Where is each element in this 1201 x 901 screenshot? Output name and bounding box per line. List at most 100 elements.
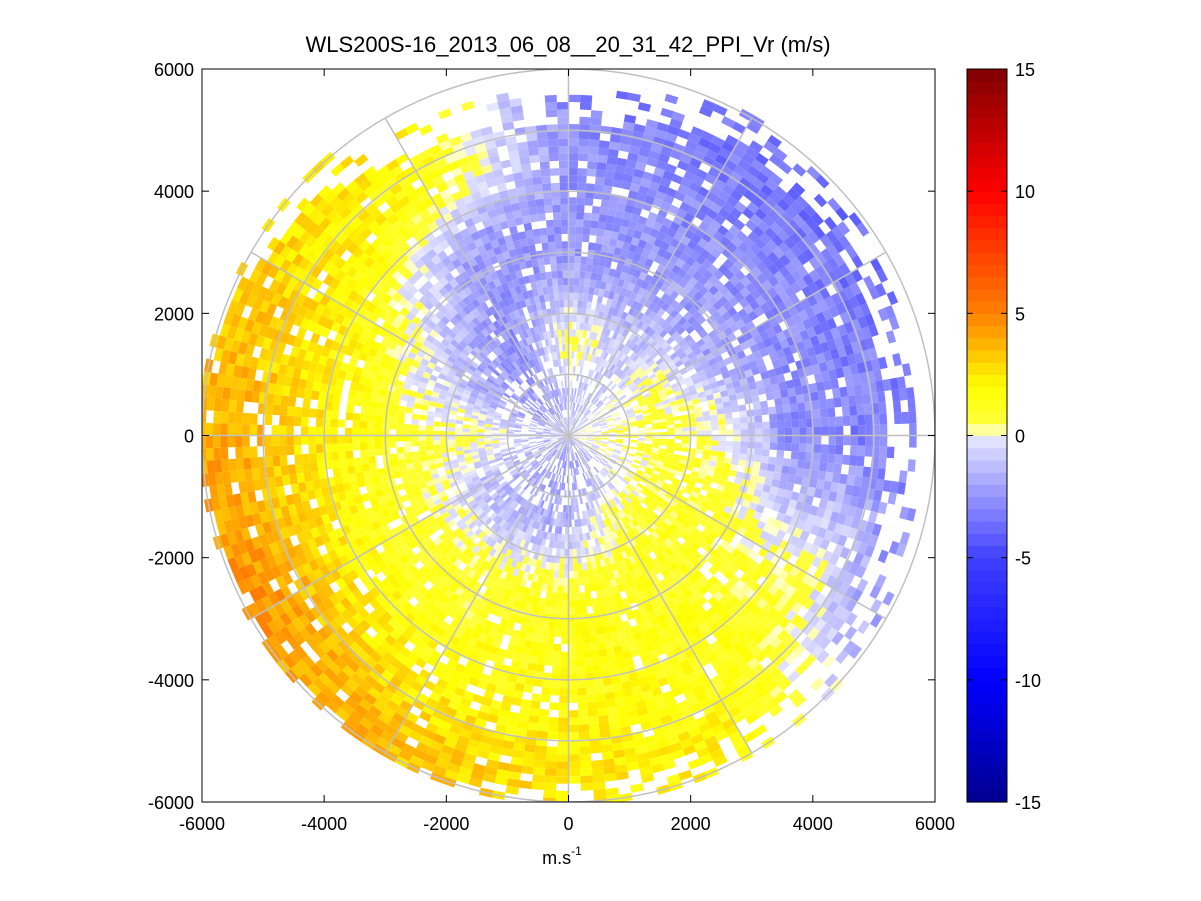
velocity-cell: [843, 343, 854, 356]
velocity-cell: [671, 662, 683, 674]
velocity-cell: [560, 658, 569, 667]
velocity-cell: [781, 193, 796, 207]
velocity-cell: [755, 171, 770, 185]
velocity-cell: [796, 340, 807, 352]
velocity-cell: [570, 410, 573, 418]
velocity-cell: [850, 318, 862, 332]
velocity-cell: [807, 230, 820, 244]
velocity-cell: [609, 134, 622, 144]
velocity-cell: [620, 643, 631, 653]
velocity-cell: [592, 605, 600, 614]
velocity-cell: [741, 152, 755, 166]
velocity-cell: [535, 560, 542, 569]
velocity-cell: [595, 333, 602, 342]
velocity-cell: [749, 517, 760, 528]
velocity-cell: [596, 567, 604, 576]
velocity-cell: [637, 239, 647, 249]
velocity-cell: [712, 629, 725, 641]
velocity-cell: [628, 529, 637, 539]
velocity-cell: [696, 315, 707, 325]
velocity-cell: [805, 640, 819, 654]
velocity-cell: [601, 431, 609, 434]
velocity-cell: [468, 777, 483, 788]
velocity-cell: [671, 111, 686, 123]
velocity-cell: [795, 618, 809, 631]
velocity-cell: [790, 200, 804, 214]
velocity-cell: [674, 191, 686, 202]
velocity-cell: [575, 482, 578, 490]
velocity-cell: [654, 368, 663, 377]
velocity-cell: [534, 619, 543, 628]
velocity-cell: [588, 286, 595, 295]
velocity-cell: [833, 463, 842, 474]
velocity-cell: [728, 393, 737, 402]
velocity-cell: [743, 556, 754, 567]
velocity-cell: [732, 247, 745, 259]
velocity-cell: [654, 129, 667, 140]
velocity-cell: [714, 705, 728, 717]
velocity-cell: [764, 661, 777, 675]
velocity-cell: [599, 342, 606, 351]
velocity-cell: [844, 484, 854, 496]
velocity-cell: [708, 285, 719, 296]
velocity-cell: [579, 760, 592, 769]
velocity-cell: [593, 475, 600, 483]
velocity-cell: [579, 437, 587, 439]
velocity-cell: [660, 752, 674, 764]
velocity-cell: [827, 197, 841, 212]
velocity-cell: [568, 680, 578, 689]
velocity-cell: [547, 547, 553, 556]
velocity-cell: [651, 174, 663, 185]
velocity-cell: [714, 730, 729, 742]
velocity-cell: [767, 493, 777, 503]
velocity-cell: [683, 311, 693, 321]
velocity-cell: [637, 759, 651, 769]
velocity-cell: [575, 452, 579, 460]
velocity-cell: [789, 626, 802, 639]
velocity-cell: [739, 606, 751, 618]
velocity-cell: [592, 397, 598, 404]
velocity-cell: [580, 94, 593, 103]
velocity-cell: [687, 479, 696, 487]
velocity-cell: [574, 519, 579, 527]
velocity-cell: [768, 153, 783, 167]
velocity-cell: [798, 309, 809, 322]
velocity-cell: [857, 435, 866, 446]
velocity-cell: [666, 417, 674, 422]
velocity-cell: [645, 283, 655, 293]
velocity-cell: [539, 635, 548, 644]
velocity-cell: [655, 214, 666, 225]
velocity-cell: [785, 543, 796, 555]
velocity-cell: [685, 325, 695, 335]
velocity-cell: [764, 698, 779, 712]
velocity-cell: [725, 177, 739, 190]
velocity-cell: [735, 318, 746, 329]
velocity-cell: [692, 502, 702, 511]
velocity-cell: [620, 345, 628, 354]
velocity-cell: [639, 565, 648, 575]
velocity-cell: [580, 448, 587, 455]
velocity-cell: [633, 516, 642, 525]
velocity-cell: [533, 567, 541, 576]
velocity-cell: [611, 348, 618, 357]
velocity-cell: [645, 438, 653, 442]
velocity-cell: [882, 591, 895, 606]
velocity-cell: [812, 568, 825, 581]
velocity-cell: [901, 363, 912, 377]
velocity-cell: [868, 534, 879, 548]
velocity-cell: [710, 247, 722, 259]
velocity-cell: [652, 422, 660, 427]
velocity-cell: [733, 429, 741, 436]
velocity-cell: [568, 695, 578, 703]
velocity-cell: [476, 749, 490, 760]
velocity-cell: [600, 350, 606, 359]
velocity-cell: [755, 422, 763, 429]
velocity-cell: [681, 262, 692, 273]
velocity-cell: [733, 693, 747, 706]
velocity-cell: [791, 419, 800, 428]
velocity-cell: [552, 584, 558, 593]
velocity-cell: [604, 259, 612, 269]
velocity-cell: [664, 538, 673, 548]
velocity-cell: [663, 666, 675, 677]
velocity-cell: [773, 691, 788, 705]
